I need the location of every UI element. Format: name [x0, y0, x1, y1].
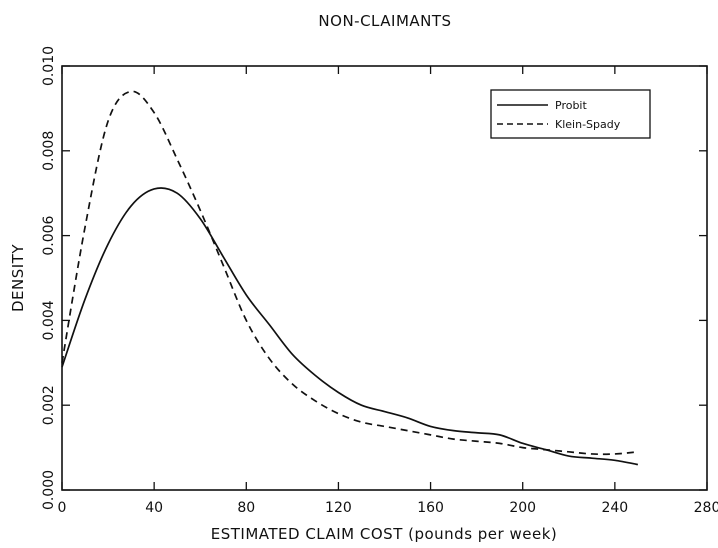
x-tick-label: 120	[325, 500, 352, 516]
legend: Probit Klein-Spady	[490, 89, 651, 139]
x-axis-ticks: 0 40 80 120 160 200 240 280	[58, 66, 718, 516]
y-axis-label: DENSITY	[9, 244, 27, 312]
x-tick-label: 280	[694, 500, 718, 516]
y-tick-label: 0.006	[41, 215, 57, 255]
series-layer	[61, 90, 639, 466]
x-tick-label: 80	[237, 500, 255, 516]
x-axis-label: ESTIMATED CLAIM COST (pounds per week)	[211, 525, 558, 543]
plot-frame	[61, 65, 708, 491]
y-tick-label: 0.002	[41, 385, 57, 425]
y-tick-label: 0.010	[41, 46, 57, 86]
y-tick-label: 0.000	[41, 470, 57, 510]
chart-title: NON-CLAIMANTS	[318, 12, 451, 30]
legend-klein-spady-label: Klein-Spady	[555, 118, 621, 131]
y-tick-label: 0.008	[41, 131, 57, 171]
legend-box	[490, 89, 651, 139]
x-tick-label: 40	[145, 500, 163, 516]
series-line-probit	[61, 187, 639, 466]
series-line-klein-spady	[61, 90, 638, 456]
x-tick-label: 200	[509, 500, 536, 516]
legend-probit-label: Probit	[555, 99, 587, 112]
x-tick-label: 160	[417, 500, 444, 516]
x-tick-label: 0	[58, 500, 67, 516]
x-tick-label: 240	[601, 500, 628, 516]
y-axis-ticks: 0.000 0.002 0.004 0.006 0.008 0.010	[41, 46, 707, 510]
y-tick-label: 0.004	[41, 300, 57, 340]
